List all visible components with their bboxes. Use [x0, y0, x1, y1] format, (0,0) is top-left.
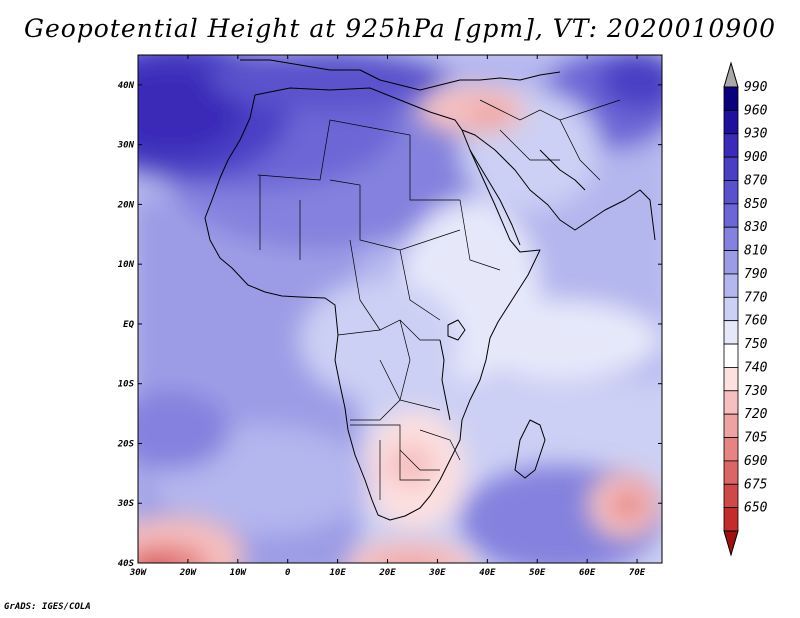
lon-tick-label: 60E: [579, 568, 596, 578]
colorbar-swatch: [723, 109, 739, 135]
field-southatlantic-830: [138, 390, 230, 470]
colorbar-label: 770: [744, 290, 768, 305]
country-borders: [257, 99, 621, 500]
field-levant-low-core: [468, 103, 512, 127]
colorbar-label: 675: [744, 477, 768, 492]
colorbar: 990 960 930 900 870 850 830 810 790 770 760 750 740 7…: [723, 61, 768, 557]
colorbar-label: 870: [744, 173, 768, 188]
colorbar-bottom-arrow: [723, 530, 739, 557]
madagascar: [514, 419, 546, 479]
field-asia-900: [600, 55, 662, 110]
lake-victoria: [447, 319, 466, 341]
colorbar-swatch: [723, 250, 739, 275]
colorbar-swatch: [723, 367, 739, 392]
rift-lakes: [439, 339, 451, 421]
africa-coastline: [204, 87, 541, 521]
height-field: [138, 55, 662, 563]
lat-tick-label: 10N: [118, 260, 135, 270]
colorbar-swatch: [723, 226, 739, 251]
colorbar-label: 720: [744, 407, 768, 422]
colorbar-swatch: [723, 273, 739, 298]
lat-tick-label: EQ: [123, 320, 134, 330]
field-capes-low-core: [381, 558, 439, 563]
credit-label: GrADS: IGES/COLA: [4, 602, 91, 612]
colorbar-label: 760: [744, 314, 768, 329]
lon-tick-label: 0: [285, 568, 291, 578]
colorbar-swatch: [723, 203, 739, 228]
lon-tick-label: 20W: [179, 568, 198, 578]
colorbar-swatch: [723, 86, 739, 111]
lat-tick-label: 20S: [117, 439, 135, 449]
colorbar-label: 705: [744, 431, 768, 446]
europe-coastline: [240, 59, 561, 91]
field-southwest-low-core: [138, 543, 210, 563]
coastlines: [204, 59, 656, 521]
lat-tick-label: 20N: [117, 200, 135, 210]
lon-tick-label: 20E: [378, 568, 396, 578]
colorbar-label: 650: [744, 501, 768, 516]
field-southafrica-740: [385, 443, 435, 487]
colorbar-label: 850: [744, 197, 768, 212]
arabia-coastline: [461, 129, 656, 241]
colorbar-swatch: [723, 133, 739, 158]
colorbar-swatch: [723, 507, 739, 532]
colorbar-label: 790: [744, 267, 768, 282]
lon-tick-label: 10W: [230, 568, 248, 578]
border-central-africa: [337, 299, 441, 421]
colorbar-label: 900: [744, 150, 768, 165]
colorbar-label: 990: [744, 80, 768, 95]
colorbar-swatch: [723, 437, 739, 462]
border-middle-east: [479, 99, 621, 181]
colorbar-swatch: [723, 343, 739, 368]
colorbar-swatch: [723, 320, 739, 345]
colorbar-label: 740: [744, 360, 768, 375]
colorbar-swatch: [723, 390, 739, 415]
page-title: Geopotential Height at 925hPa [gpm], VT:…: [23, 14, 777, 43]
colorbar-label: 930: [744, 127, 768, 142]
field-med-870: [210, 55, 450, 110]
redsea: [469, 149, 521, 246]
lat-tick-label: 30N: [117, 141, 135, 151]
map-frame: [137, 54, 663, 564]
lat-tick-label: 30S: [117, 499, 135, 509]
colorbar-swatch: [723, 483, 739, 509]
colorbar-label: 810: [744, 244, 768, 259]
colorbar-swatch: [723, 296, 739, 322]
border-north-africa: [257, 119, 501, 321]
colorbar-swatch: [723, 180, 739, 205]
colorbar-label: 690: [744, 454, 768, 469]
field-indian-760: [460, 300, 660, 380]
lon-tick-label: 30W: [129, 568, 148, 578]
field-congo-770: [300, 280, 460, 400]
lat-tick-label: 40N: [118, 81, 135, 91]
axis-ticks: 30W 20W 10W 0 10E 20E 30E 40E 50E 60E 70E 40N 30N 20N…: [117, 55, 662, 578]
lon-tick-label: 40E: [479, 568, 496, 578]
lat-tick-label: 10S: [118, 380, 135, 390]
colorbar-label: 830: [744, 220, 768, 235]
colorbar-swatch: [723, 413, 739, 438]
map-panel: 30W 20W 10W 0 10E 20E 30E 40E 50E 60E 70E 40N 30N 20N…: [117, 54, 663, 578]
colorbar-swatch: [723, 156, 739, 181]
lon-tick-label: 50E: [529, 568, 546, 578]
lon-tick-label: 30E: [428, 568, 446, 578]
lon-tick-label: 70E: [629, 568, 646, 578]
field-capes-low: [345, 540, 475, 563]
colorbar-label: 750: [744, 337, 768, 352]
lon-tick-label: 10E: [329, 568, 346, 578]
border-southern-africa: [350, 424, 461, 500]
colorbar-top-arrow: [723, 61, 739, 88]
field-southwest-low-deep: [139, 560, 171, 563]
colorbar-swatch: [723, 460, 739, 485]
colorbar-label: 730: [744, 384, 768, 399]
lat-tick-label: 40S: [118, 559, 135, 569]
colorbar-label: 960: [744, 103, 768, 118]
field-mascarene-low-core: [610, 490, 646, 520]
